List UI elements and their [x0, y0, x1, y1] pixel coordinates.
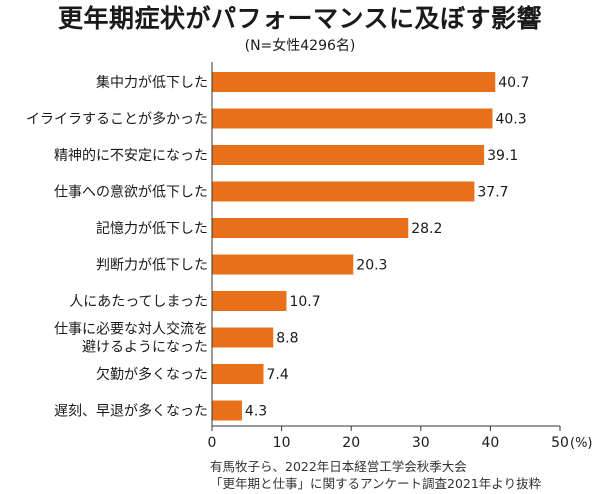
category-label-9: 欠勤が多くなった	[96, 366, 208, 383]
category-label-4: 仕事への意欲が低下した	[54, 184, 208, 201]
x-tick-label-0: 0	[208, 435, 217, 451]
x-tick-label-50: 50	[551, 435, 569, 451]
bar-2	[212, 108, 493, 129]
x-tick-label-20: 20	[342, 435, 360, 451]
category-label-1: 集中力が低下した	[96, 74, 208, 91]
category-label-6: 判断力が低下した	[96, 258, 208, 274]
value-label-6: 20.3	[356, 258, 387, 274]
value-label-5: 28.2	[411, 221, 442, 237]
bar-9	[212, 364, 264, 384]
bar-3	[212, 145, 485, 165]
x-tick-label-10: 10	[273, 435, 291, 451]
x-tick-label-40: 40	[481, 435, 499, 451]
category-label-5: 記憶力が低下した	[96, 220, 208, 237]
category-label-7: 人にあたってしまった	[69, 294, 208, 310]
value-label-8: 8.8	[276, 331, 298, 347]
bar-4	[212, 181, 475, 202]
value-label-3: 39.1	[487, 148, 518, 164]
chart-title: 更年期症状がパフォーマンスに及ぼす影響	[57, 4, 542, 33]
x-axis-unit: (%)	[570, 436, 593, 451]
value-label-9: 7.4	[267, 367, 289, 383]
source-line-2: 「更年期と仕事」に関するアンケート調査2021年より抜粋	[210, 476, 542, 491]
category-label-10: 遅刻、早退が多くなった	[54, 403, 208, 420]
source-line-1: 有馬牧子ら、2022年日本経営工学会秋季大会	[210, 459, 467, 474]
bar-1	[212, 72, 496, 92]
bar-8	[212, 327, 274, 348]
bar-5	[212, 218, 409, 238]
category-label-8-line-1: 仕事に必要な対人交流を	[54, 321, 208, 338]
chart-subtitle: (N=女性4296名)	[244, 38, 356, 54]
bar-6	[212, 254, 354, 275]
value-label-2: 40.3	[495, 112, 526, 128]
category-label-8-line-2: 避けるようになった	[82, 340, 208, 356]
value-label-10: 4.3	[245, 404, 267, 420]
value-label-1: 40.7	[498, 75, 529, 91]
value-label-4: 37.7	[477, 185, 508, 201]
bar-10	[212, 400, 242, 421]
value-label-7: 10.7	[289, 294, 320, 310]
bar-7	[212, 291, 287, 311]
x-tick-label-30: 30	[412, 435, 430, 451]
category-label-3: 精神的に不安定になった	[54, 148, 208, 164]
category-label-2: イライラすることが多かった	[26, 111, 208, 128]
